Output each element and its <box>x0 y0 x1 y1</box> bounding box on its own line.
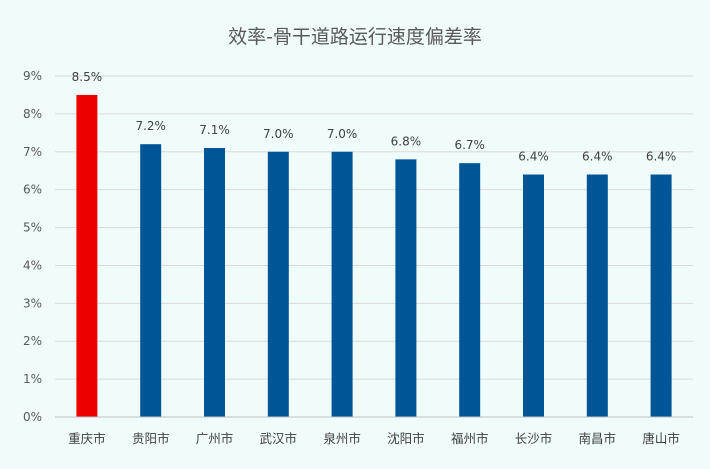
y-tick-label: 1% <box>23 372 42 386</box>
bar <box>331 151 353 417</box>
x-category-label: 重庆市 <box>68 431 106 446</box>
x-category-label: 沈阳市 <box>387 431 425 446</box>
bar <box>650 174 672 417</box>
bars <box>76 94 672 417</box>
x-axis-categories: 重庆市 贵阳市 广州市 武汉市 泉州市 沈阳市 福州市 长沙市 南昌市 唐山市 <box>68 431 680 446</box>
x-category-label: 广州市 <box>196 431 234 446</box>
data-label: 7.2% <box>135 119 166 133</box>
x-category-label: 福州市 <box>451 431 489 446</box>
x-category-label: 贵阳市 <box>132 431 170 446</box>
bar <box>459 163 481 417</box>
data-labels: 8.5% 7.2% 7.1% 7.0% 7.0% 6.8% 6.7% 6.4% 6.4% 6.4% <box>72 70 677 164</box>
bar <box>140 144 162 417</box>
y-tick-label: 5% <box>23 221 42 235</box>
y-tick-label: 9% <box>23 69 42 83</box>
bar <box>76 94 98 417</box>
data-label: 7.0% <box>263 127 294 141</box>
y-tick-label: 8% <box>23 107 42 121</box>
chart-title: 效率-骨干道路运行速度偏差率 <box>228 26 482 48</box>
y-tick-label: 0% <box>23 410 42 424</box>
x-category-label: 泉州市 <box>323 431 361 446</box>
data-label: 6.7% <box>454 138 485 152</box>
bar <box>586 174 608 417</box>
data-label: 6.8% <box>391 134 422 148</box>
data-label: 6.4% <box>582 150 613 164</box>
gridlines <box>55 75 693 380</box>
y-tick-label: 4% <box>23 258 42 272</box>
bar <box>523 174 544 417</box>
data-label: 7.0% <box>327 127 358 141</box>
x-category-label: 南昌市 <box>579 431 617 446</box>
bar <box>267 151 289 417</box>
y-tick-label: 3% <box>23 296 42 310</box>
x-category-label: 武汉市 <box>260 431 298 446</box>
data-label: 6.4% <box>646 150 677 164</box>
y-tick-label: 6% <box>23 183 42 197</box>
data-label: 7.1% <box>199 123 230 137</box>
bar <box>395 159 417 417</box>
y-tick-label: 2% <box>23 334 42 348</box>
data-label: 6.4% <box>518 150 549 164</box>
y-tick-label: 7% <box>23 145 42 159</box>
data-label: 8.5% <box>72 70 103 84</box>
x-category-label: 唐山市 <box>642 431 680 446</box>
y-axis-ticks: 0% 1% 2% 3% 4% 5% 6% 7% 8% 9% <box>23 69 42 424</box>
bar <box>204 147 225 417</box>
x-category-label: 长沙市 <box>515 431 553 446</box>
